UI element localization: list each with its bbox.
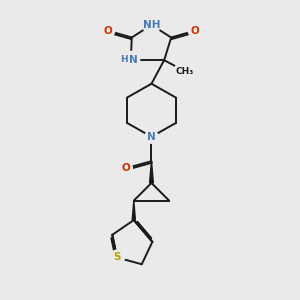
Polygon shape [150,161,153,183]
Text: N: N [147,132,156,142]
Text: O: O [122,163,130,173]
Circle shape [142,16,160,34]
Circle shape [119,162,132,175]
Text: O: O [190,26,199,36]
Circle shape [188,24,201,37]
Circle shape [122,51,140,69]
Text: N: N [129,55,138,65]
Circle shape [102,24,115,37]
Text: S: S [113,253,121,262]
Circle shape [117,54,130,67]
Text: O: O [104,26,112,36]
Circle shape [145,130,158,143]
Text: H: H [120,55,127,64]
Polygon shape [132,201,135,220]
Circle shape [174,61,195,81]
Text: CH₃: CH₃ [176,67,194,76]
Circle shape [110,250,124,265]
Text: NH: NH [143,20,160,30]
